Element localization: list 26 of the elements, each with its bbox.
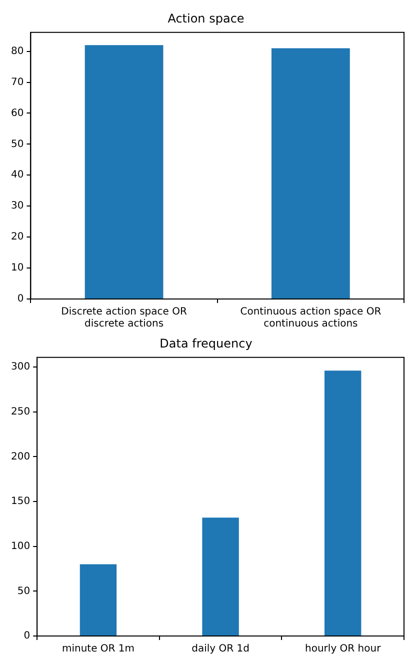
- chart-title: Action space: [168, 11, 244, 26]
- y-tick-label: 250: [10, 406, 30, 418]
- y-tick-label: 80: [10, 46, 24, 57]
- y-tick-label: 70: [10, 76, 24, 88]
- bar: [324, 370, 362, 636]
- x-tick-label: minute OR 1m: [62, 644, 135, 655]
- x-tick-label: daily OR 1d: [192, 644, 250, 655]
- chart-title: Data frequency: [160, 336, 252, 350]
- y-tick-label: 200: [10, 451, 30, 462]
- bar: [202, 518, 239, 636]
- x-tick-label: hourly OR hour: [305, 644, 382, 655]
- y-tick-label: 100: [10, 540, 30, 552]
- y-tick-label: 40: [10, 170, 24, 181]
- y-tick-label: 20: [10, 232, 24, 243]
- y-tick-label: 0: [24, 630, 30, 642]
- y-tick-label: 0: [17, 294, 24, 305]
- x-tick-label: Continuous action space OR continuous actions: [240, 306, 382, 330]
- bar: [80, 564, 117, 636]
- y-tick-label: 150: [10, 496, 30, 508]
- y-tick-label: 300: [10, 362, 30, 373]
- x-tick-label: Discrete action space OR discrete actions: [61, 306, 187, 330]
- y-tick-label: 50: [17, 586, 30, 597]
- y-tick-label: 10: [10, 262, 24, 274]
- y-tick-label: 60: [10, 108, 24, 119]
- y-tick-label: 50: [10, 138, 24, 150]
- y-tick-label: 30: [10, 200, 24, 212]
